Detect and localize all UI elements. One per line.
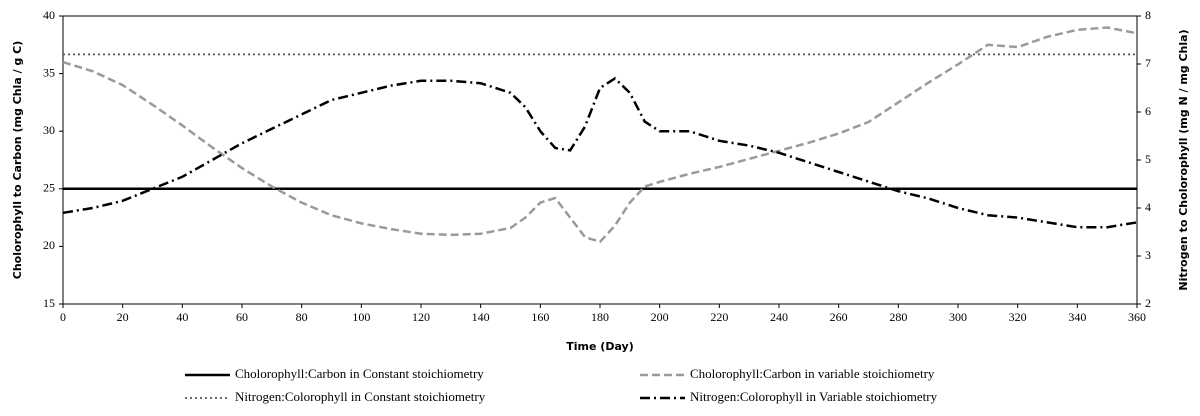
y2-tick-label: 8 [1145, 8, 1151, 22]
x-tick-label: 40 [176, 310, 188, 324]
y2-tick-label: 4 [1145, 200, 1151, 214]
x-tick-label: 300 [949, 310, 967, 324]
plot-frame [62, 15, 1138, 305]
series-line [62, 76, 1138, 229]
legend-label: Nitrogen:Colorophyll in Constant stoichi… [235, 389, 486, 404]
x-tick-label: 340 [1068, 310, 1086, 324]
x-tick-label: 180 [591, 310, 609, 324]
x-tick-label: 360 [1128, 310, 1146, 324]
y-tick-label: 20 [43, 238, 55, 252]
y-tick-label: 25 [43, 181, 55, 195]
series-line [62, 26, 1138, 244]
legend-label: Cholorophyll:Carbon in variable stoichio… [690, 366, 935, 381]
x-tick-label: 320 [1009, 310, 1027, 324]
y2-tick-label: 7 [1145, 56, 1151, 70]
x-tick-label: 120 [412, 310, 430, 324]
x-tick-label: 200 [651, 310, 669, 324]
y-tick-label: 35 [43, 65, 55, 79]
y2-tick-label: 5 [1145, 152, 1151, 166]
x-tick-label: 20 [117, 310, 129, 324]
y-tick-label: 30 [43, 123, 55, 137]
y2-tick-label: 6 [1145, 104, 1151, 118]
y-axis-title: Cholorophyll to Carbon (mg Chla / g C) [11, 41, 24, 279]
x-tick-label: 160 [531, 310, 549, 324]
x-tick-label: 100 [352, 310, 370, 324]
y2-tick-label: 3 [1145, 248, 1151, 262]
x-tick-label: 280 [889, 310, 907, 324]
legend-label: Cholorophyll:Carbon in Constant stoichio… [235, 366, 484, 381]
x-axis-title: Time (Day) [566, 340, 633, 353]
x-tick-label: 260 [830, 310, 848, 324]
x-tick-label: 140 [472, 310, 490, 324]
x-tick-label: 240 [770, 310, 788, 324]
x-tick-label: 0 [60, 310, 66, 324]
x-tick-label: 60 [236, 310, 248, 324]
y2-axis-title: Nitrogen to Cholorophyll (mg N / mg Chla… [1177, 29, 1190, 290]
legend-label: Nitrogen:Colorophyll in Variable stoichi… [690, 389, 938, 404]
x-tick-label: 220 [710, 310, 728, 324]
y-tick-label: 15 [43, 296, 55, 310]
y-tick-label: 40 [43, 8, 55, 22]
x-tick-label: 80 [296, 310, 308, 324]
y2-tick-label: 2 [1145, 296, 1151, 310]
